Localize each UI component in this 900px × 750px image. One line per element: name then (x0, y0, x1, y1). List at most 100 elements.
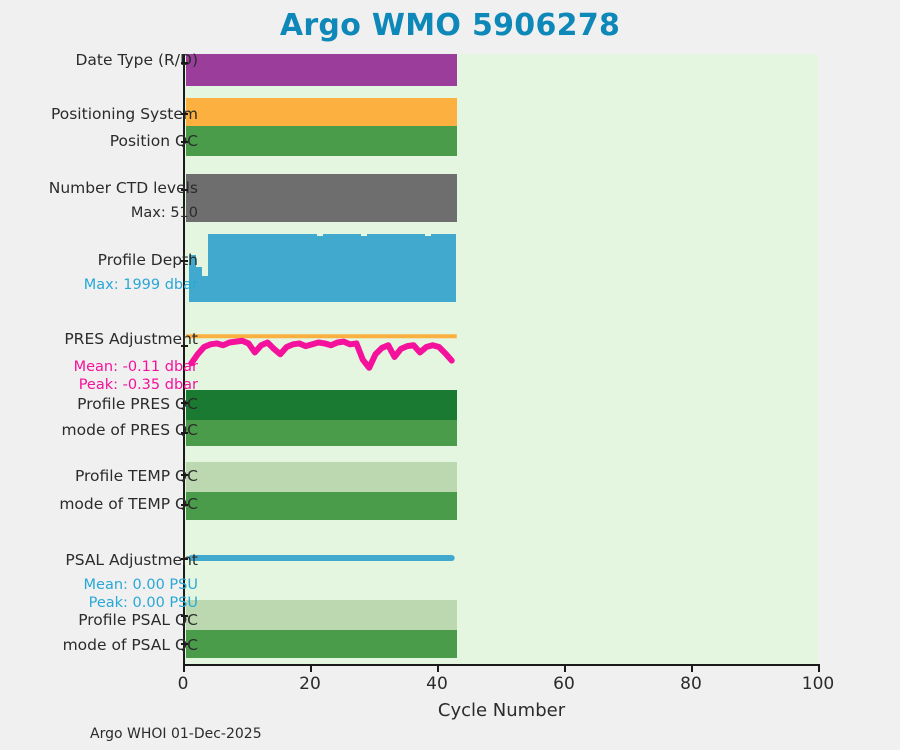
depth-column (214, 234, 222, 302)
depth-column (405, 234, 412, 302)
x-axis-title: Cycle Number (437, 700, 566, 721)
x-tick-label: 100 (801, 674, 835, 694)
plot-area (183, 54, 818, 664)
y-tick (181, 141, 188, 143)
bar-profile-psal-qc (186, 600, 457, 630)
y-tick (181, 345, 188, 347)
data-line (188, 337, 455, 371)
depth-column (310, 234, 317, 302)
x-tick-label: 0 (177, 674, 189, 694)
depth-column (443, 234, 450, 302)
depth-column (418, 234, 425, 302)
depth-column (379, 234, 387, 302)
series-row-profile-depth (185, 234, 818, 302)
depth-column (367, 234, 374, 302)
bar-positioning-system (186, 98, 457, 126)
depth-column (335, 234, 342, 302)
series-row-date-type (185, 54, 818, 86)
series-row-mode-of-pres-qc (185, 420, 818, 446)
bar-profile-pres-qc (186, 390, 457, 420)
bar-profile-temp-qc (186, 462, 457, 492)
x-tick (818, 664, 820, 672)
y-label-psal-adjustment: PSAL Adjustment (65, 551, 198, 569)
depth-column (233, 234, 241, 302)
depth-column (252, 234, 260, 302)
y-tick (181, 113, 188, 115)
y-tick (181, 615, 188, 617)
depth-column (341, 234, 349, 302)
x-tick (691, 664, 693, 672)
y-sublabel-psal-adjustment: Mean: 0.00 PSU (83, 577, 198, 593)
y-tick (181, 189, 188, 191)
y-label-profile-depth: Profile Depth (97, 251, 198, 269)
series-row-mode-of-temp-qc (185, 492, 818, 520)
depth-column (271, 234, 279, 302)
y-sublabel-pres-adjustment: Mean: -0.11 dbar (73, 359, 198, 375)
depth-column (430, 234, 438, 302)
bar-number-ctd-levels (186, 174, 457, 222)
depth-column (424, 236, 431, 302)
y-tick (181, 643, 188, 645)
depth-column (329, 234, 336, 302)
series-row-profile-pres-qc (185, 390, 818, 420)
y-tick (181, 402, 188, 404)
y-tick (181, 432, 188, 434)
x-axis-line (183, 664, 820, 666)
depth-column (398, 234, 406, 302)
y-sublabel2-pres-adjustment: Peak: -0.35 dbar (78, 377, 198, 393)
depth-column (303, 234, 311, 302)
page-title: Argo WMO 5906278 (279, 8, 621, 43)
depth-column (322, 234, 330, 302)
y-label-positioning-system: Positioning System (50, 105, 198, 123)
x-tick-label: 40 (426, 674, 448, 694)
y-label-number-ctd-levels: Number CTD levels (48, 179, 198, 197)
y-sublabel-profile-depth: Max: 1999 dbar (83, 277, 198, 293)
plot-inner (185, 54, 818, 664)
y-tick (181, 558, 188, 560)
y-label-profile-pres-qc: Profile PRES QC (77, 395, 198, 413)
y-tick (181, 504, 188, 506)
y-label-date-type: Date Type (R/D) (75, 51, 198, 69)
depth-column (278, 234, 285, 302)
depth-column (291, 234, 298, 302)
depth-column (227, 234, 234, 302)
depth-column (259, 234, 266, 302)
series-row-positioning-system (185, 98, 818, 126)
y-label-pres-adjustment: PRES Adjustment (64, 330, 198, 348)
depth-column (392, 234, 400, 302)
depth-column (297, 234, 304, 302)
series-row-number-ctd-levels (185, 174, 818, 222)
series-row-mode-of-psal-qc (185, 630, 818, 658)
depth-column (373, 234, 381, 302)
depth-column (208, 234, 215, 302)
series-row-pres-adjustment (185, 322, 818, 382)
x-tick (564, 664, 566, 672)
y-label-profile-psal-qc: Profile PSAL QC (78, 611, 198, 629)
y-label-mode-of-psal-qc: mode of PSAL QC (62, 636, 198, 654)
depth-column (246, 234, 254, 302)
depth-column (284, 234, 292, 302)
line-svg-psal-adjustment (188, 555, 455, 561)
depth-column (195, 266, 203, 302)
series-row-psal-adjustment (185, 542, 818, 574)
y-tick (181, 474, 188, 476)
depth-column (348, 234, 355, 302)
x-tick-label: 20 (299, 674, 321, 694)
depth-column (265, 234, 273, 302)
series-row-profile-psal-qc (185, 600, 818, 630)
bar-mode-of-psal-qc (186, 630, 457, 658)
depth-column (360, 236, 368, 302)
series-row-position-qc (185, 126, 818, 156)
depth-column (189, 255, 196, 302)
series-row-profile-temp-qc (185, 462, 818, 492)
x-tick (310, 664, 312, 672)
depth-column (316, 236, 323, 302)
y-label-mode-of-temp-qc: mode of TEMP QC (59, 495, 198, 513)
depth-column (240, 234, 247, 302)
line-svg-pres-adjustment (186, 334, 457, 371)
depth-column (449, 234, 457, 302)
depth-column (437, 234, 444, 302)
y-sublabel-number-ctd-levels: Max: 510 (130, 205, 198, 221)
bar-mode-of-temp-qc (186, 492, 457, 520)
